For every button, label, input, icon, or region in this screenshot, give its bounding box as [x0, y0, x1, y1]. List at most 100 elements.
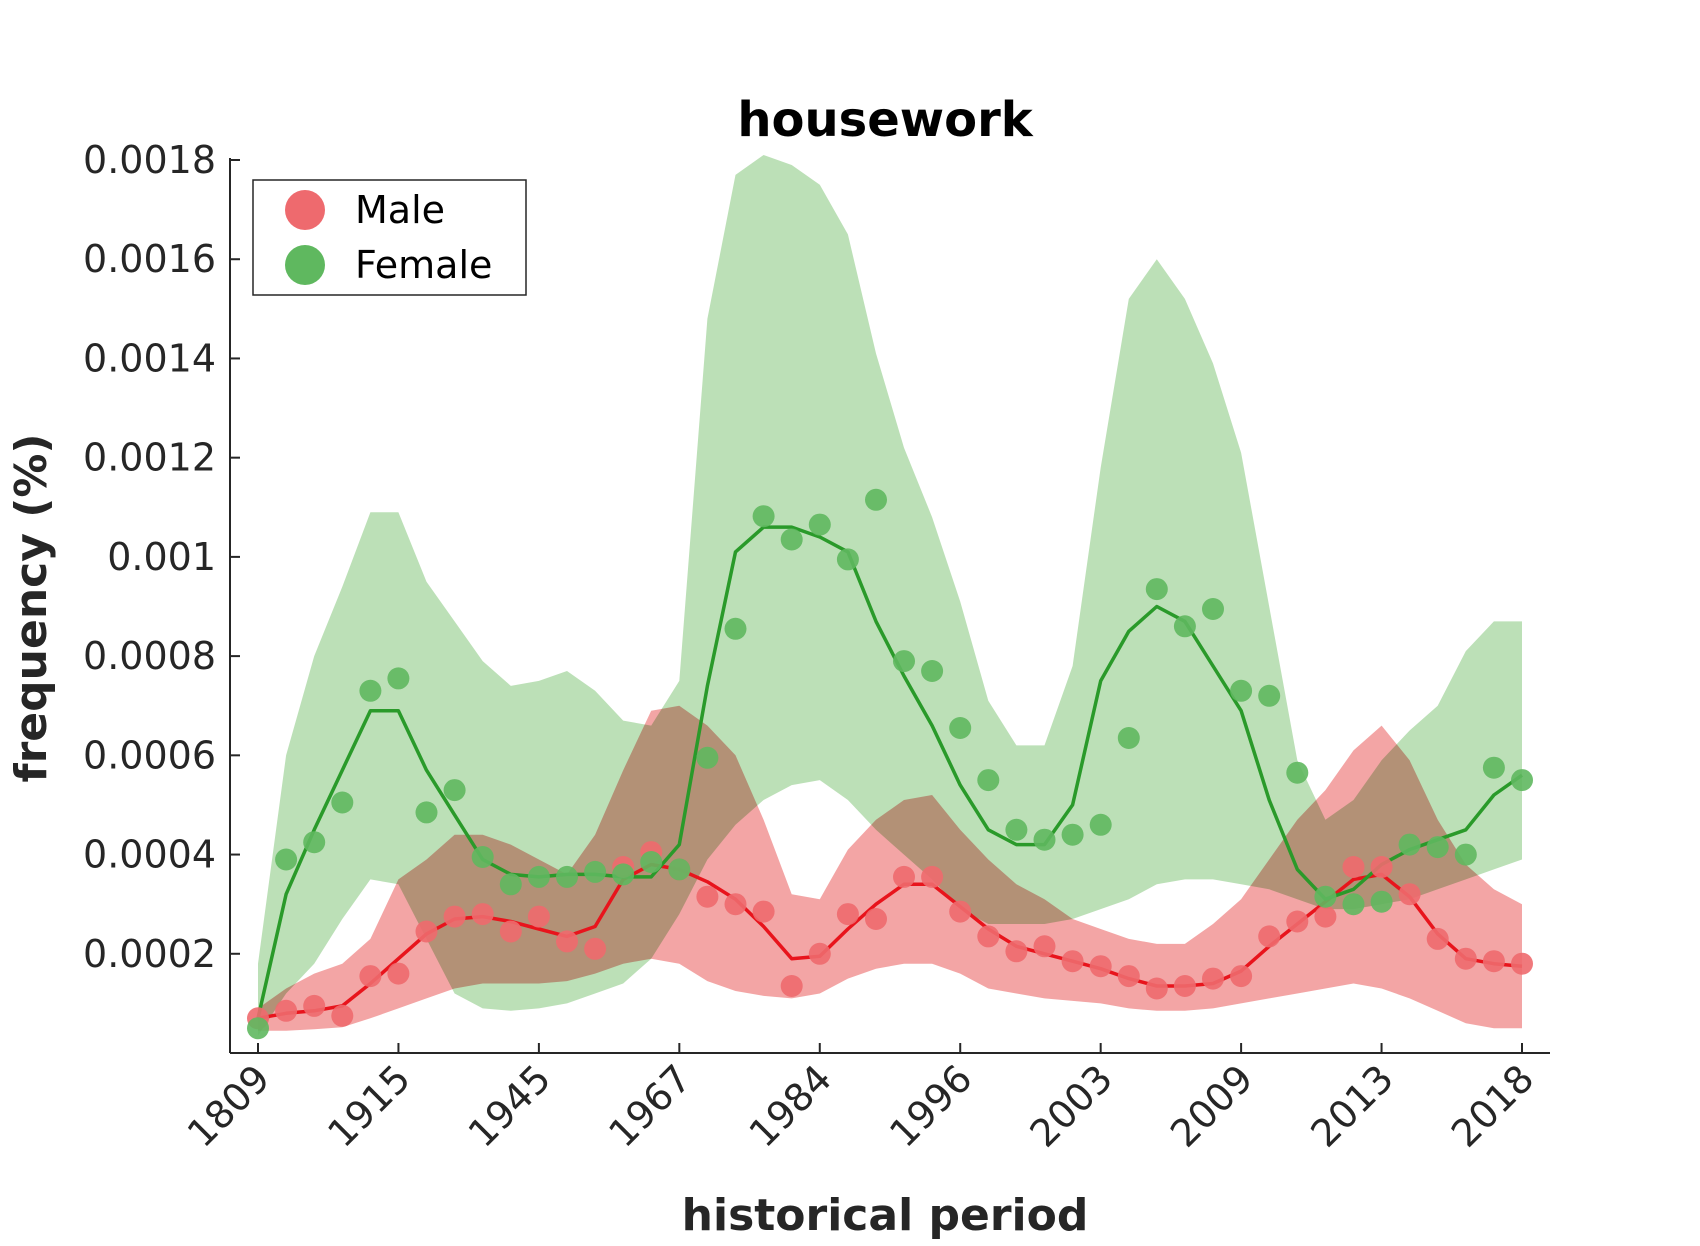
marker-female — [780, 528, 803, 551]
x-axis-title: historical period — [682, 1190, 1089, 1241]
y-tick-label: 0.0012 — [83, 436, 216, 480]
y-tick-label: 0.0002 — [83, 932, 216, 976]
marker-female — [640, 851, 663, 873]
marker-female — [1145, 578, 1168, 601]
marker-male — [359, 965, 382, 988]
legend: Male Female — [252, 179, 527, 296]
legend-label-male: Male — [355, 188, 445, 232]
marker-female — [724, 617, 747, 640]
marker-female — [443, 779, 466, 802]
marker-male — [1398, 883, 1421, 906]
marker-male — [1117, 965, 1140, 988]
marker-female — [1454, 843, 1477, 866]
marker-female — [1370, 890, 1393, 913]
y-tick-label: 0.0006 — [83, 733, 216, 777]
marker-male — [1370, 856, 1393, 878]
marker-male — [1511, 952, 1533, 975]
legend-marker-female — [285, 245, 325, 285]
marker-male — [780, 975, 803, 997]
marker-female — [696, 746, 719, 769]
marker-female — [1117, 727, 1140, 749]
y-tick-label: 0.0016 — [83, 237, 216, 281]
trend-lines — [256, 525, 1524, 1021]
marker-male — [865, 908, 887, 930]
marker-female — [1482, 756, 1505, 779]
band-female — [258, 155, 1522, 1036]
marker-female — [1511, 769, 1533, 792]
marker-male — [1089, 955, 1112, 978]
marker-male — [1033, 935, 1056, 958]
marker-male — [1202, 967, 1224, 990]
marker-male — [1061, 950, 1084, 973]
marker-male — [303, 994, 326, 1017]
marker-male — [977, 925, 1000, 948]
marker-male — [808, 942, 831, 965]
marker-male — [1314, 905, 1337, 928]
marker-female — [836, 548, 859, 571]
marker-female — [1202, 598, 1224, 620]
marker-female — [1089, 813, 1112, 836]
marker-female — [668, 858, 691, 881]
marker-female — [612, 863, 635, 886]
marker-female — [752, 505, 775, 528]
marker-female — [1342, 893, 1365, 916]
marker-female — [865, 488, 887, 511]
marker-male — [724, 893, 747, 916]
marker-male — [1230, 965, 1253, 988]
marker-female — [808, 513, 831, 536]
marker-female — [1230, 679, 1253, 702]
marker-female — [556, 865, 578, 888]
marker-male — [499, 920, 522, 943]
marker-male — [1173, 975, 1196, 997]
marker-male — [584, 937, 607, 960]
marker-female — [359, 679, 382, 702]
marker-male — [275, 999, 298, 1022]
marker-male — [921, 865, 944, 888]
marker-female — [1258, 684, 1281, 707]
marker-female — [1426, 836, 1449, 859]
marker-female — [977, 769, 1000, 792]
marker-female — [415, 801, 438, 824]
marker-male — [752, 900, 775, 923]
y-tick-label: 0.0008 — [83, 634, 216, 678]
marker-male — [1145, 977, 1168, 1000]
marker-male — [949, 900, 972, 923]
marker-female — [1286, 761, 1309, 784]
marker-female — [1314, 885, 1337, 908]
y-tick-label: 0.001 — [107, 535, 216, 579]
marker-female — [921, 660, 944, 682]
marker-female — [275, 848, 298, 871]
marker-male — [1342, 856, 1365, 878]
marker-female — [387, 667, 410, 690]
marker-male — [1482, 950, 1505, 973]
marker-female — [527, 865, 550, 888]
marker-male — [893, 865, 915, 888]
marker-male — [471, 903, 494, 926]
marker-female — [471, 846, 494, 868]
marker-male — [443, 905, 466, 928]
marker-male — [1258, 925, 1281, 948]
marker-female — [499, 873, 522, 896]
marker-male — [387, 962, 410, 985]
marker-female — [247, 1017, 269, 1040]
marker-male — [1454, 947, 1477, 970]
marker-male — [556, 930, 578, 953]
marker-male — [527, 905, 550, 928]
fit-line-female — [256, 525, 1524, 1019]
marker-female — [584, 860, 607, 883]
marker-female — [1061, 823, 1084, 846]
marker-female — [1005, 818, 1028, 841]
marker-female — [303, 831, 326, 854]
y-tick-label: 0.0018 — [83, 138, 216, 182]
marker-female — [1398, 833, 1421, 856]
marker-male — [836, 903, 859, 926]
chart-title: housework — [737, 92, 1033, 148]
marker-male — [331, 1004, 354, 1027]
fit-line-male — [257, 862, 1523, 1021]
marker-female — [1173, 615, 1196, 638]
marker-male — [1005, 940, 1028, 963]
marker-female — [331, 791, 354, 814]
marker-female — [893, 650, 915, 673]
marker-male — [1286, 910, 1309, 933]
y-axis-title: frequency (%) — [6, 433, 57, 782]
